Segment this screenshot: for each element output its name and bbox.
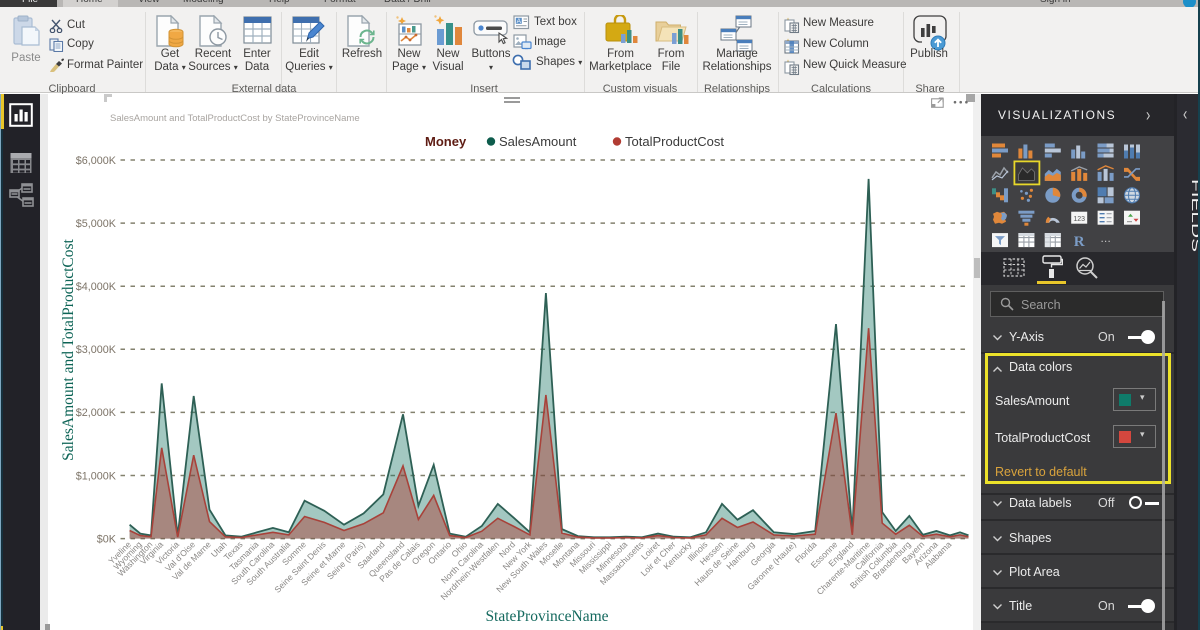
svg-text:123: 123	[1073, 216, 1085, 223]
svg-text:$4,000K: $4,000K	[76, 281, 117, 293]
svg-text:SalesAmount: SalesAmount	[499, 134, 577, 149]
svg-text:Money: Money	[425, 134, 467, 149]
svg-text:A: A	[517, 18, 522, 25]
svg-text:$2,000K: $2,000K	[76, 407, 117, 419]
svg-text:$5,000K: $5,000K	[76, 218, 117, 230]
svg-text:…: …	[1100, 233, 1111, 245]
svg-text:StateProvinceName: StateProvinceName	[485, 608, 608, 625]
svg-text:$6,000K: $6,000K	[76, 155, 117, 167]
svg-text:SalesAmount and TotalProductCo: SalesAmount and TotalProductCost by Stat…	[110, 113, 360, 124]
svg-text:$0K: $0K	[97, 533, 117, 545]
svg-text:FIELDS: FIELDS	[1189, 179, 1198, 253]
svg-text:TotalProductCost: TotalProductCost	[625, 134, 724, 149]
svg-text:$1,000K: $1,000K	[76, 470, 117, 482]
svg-text:SalesAmount and TotalProductCo: SalesAmount and TotalProductCost	[60, 238, 77, 460]
svg-text:R: R	[1074, 234, 1085, 250]
svg-text:$3,000K: $3,000K	[76, 344, 117, 356]
